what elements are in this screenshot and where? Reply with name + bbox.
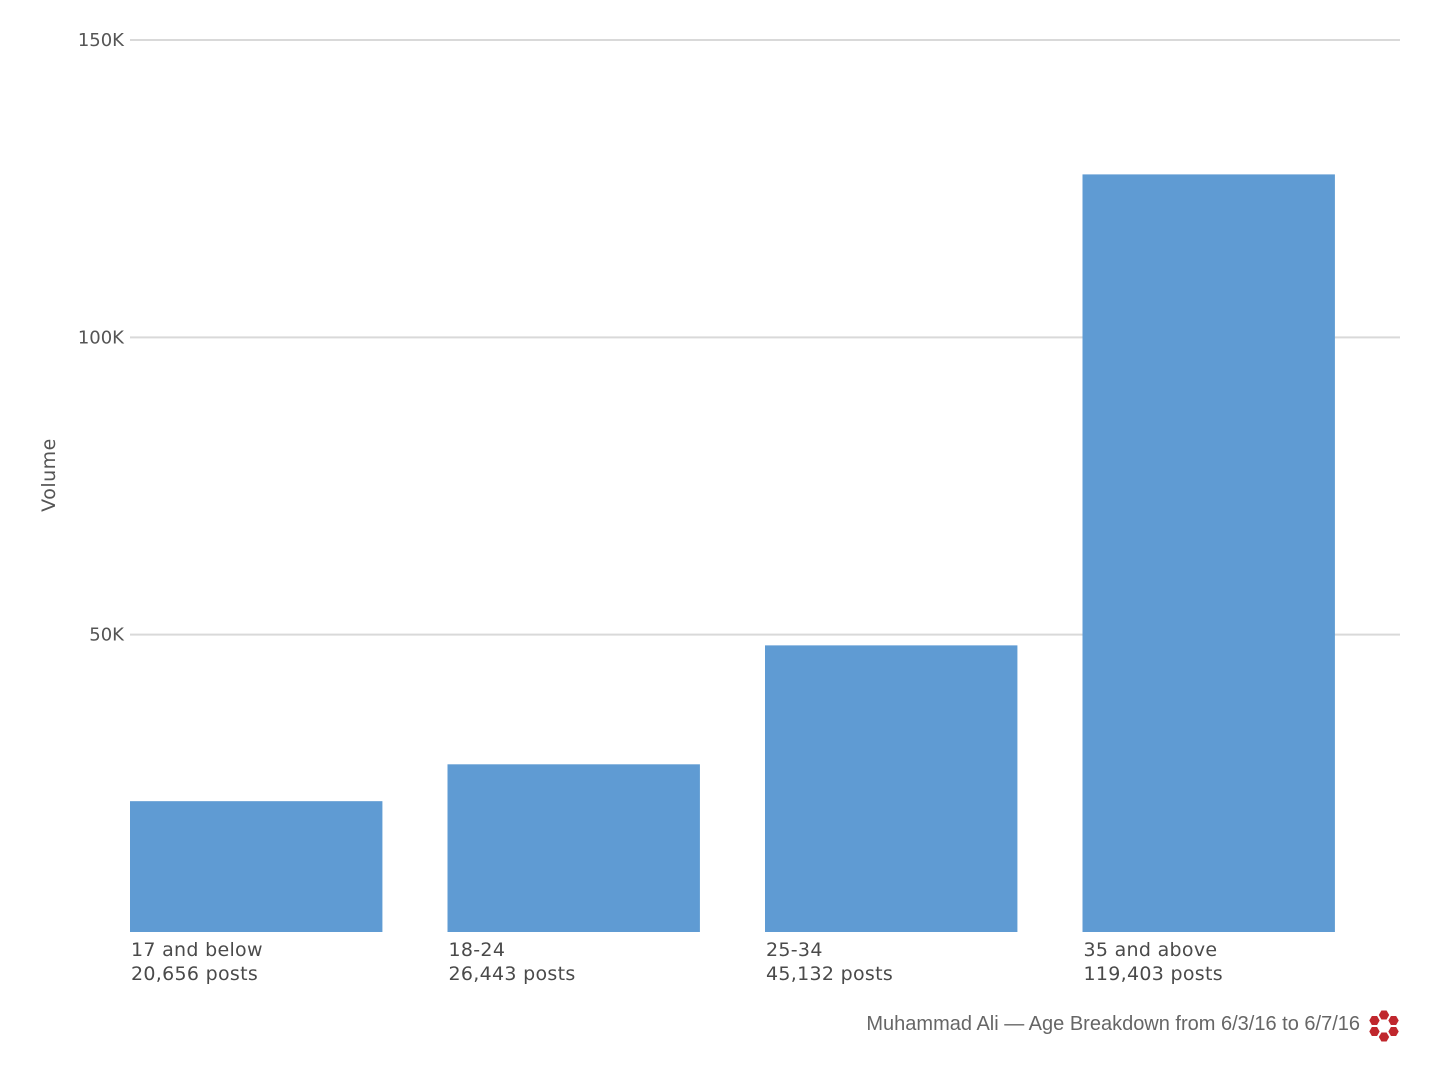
- logo-hexagon: [1369, 1027, 1380, 1036]
- y-axis-ticks: 50K 100K 150K: [78, 30, 125, 646]
- bar: [765, 645, 1018, 932]
- logo-hexagon: [1378, 1032, 1390, 1042]
- y-axis-label: Volume: [38, 438, 60, 512]
- x-category-label: 18-24: [449, 939, 506, 961]
- logo-hexagon: [1388, 1016, 1399, 1025]
- chart-caption: Muhammad Ali — Age Breakdown from 6/3/16…: [866, 1013, 1360, 1035]
- x-category-label: 25-34: [766, 939, 823, 961]
- y-tick-label: 100K: [78, 327, 125, 348]
- y-tick-label: 150K: [78, 30, 125, 51]
- logo-hexagon: [1378, 1010, 1390, 1020]
- bar: [447, 764, 700, 932]
- red-hexagon-ring-logo-icon: [1369, 1010, 1399, 1042]
- post-count-label: 119,403 posts: [1084, 963, 1223, 985]
- post-count-label: 45,132 posts: [766, 963, 893, 985]
- y-tick-label: 50K: [89, 625, 125, 646]
- post-count-label: 26,443 posts: [449, 963, 576, 985]
- logo-hexagon: [1388, 1027, 1399, 1036]
- x-category-label: 35 and above: [1084, 939, 1218, 961]
- post-count-label: 20,656 posts: [131, 963, 258, 985]
- bar: [130, 801, 383, 932]
- bar: [1082, 174, 1335, 933]
- bars: [130, 174, 1335, 933]
- logo-hexagon: [1369, 1016, 1380, 1025]
- x-category-label: 17 and below: [131, 939, 263, 961]
